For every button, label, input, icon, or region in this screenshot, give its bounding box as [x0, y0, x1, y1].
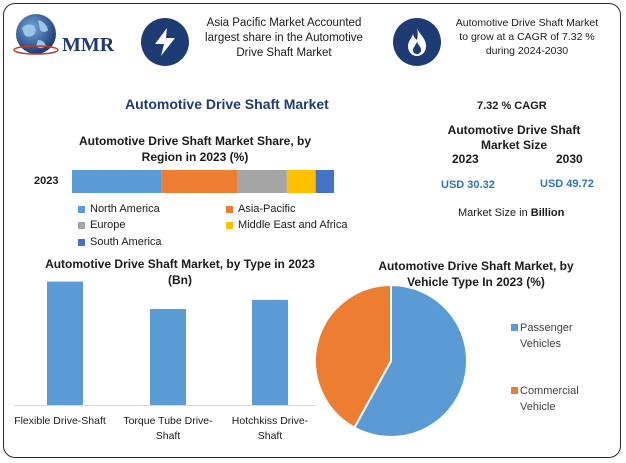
region-segment-europe: [237, 170, 287, 193]
pie-legend-item-passenger-vehicles: Passenger Vehicles: [511, 320, 601, 352]
legend-label: Commercial Vehicle: [520, 385, 579, 413]
x-tick-label-flexible-drive-shaft: Flexible Drive-Shaft: [14, 415, 106, 427]
legend-label: North America: [90, 203, 160, 215]
legend-swatch: [78, 238, 85, 246]
legend-swatch: [78, 205, 85, 213]
x-tick-label-hotchkiss-drive-shaft: Hotchkiss Drive-Shaft: [231, 415, 309, 442]
bar-hotchkiss-drive-shaft: [252, 299, 288, 405]
pie-slice-passenger-vehicles: [353, 285, 468, 438]
legend-label: South America: [90, 236, 162, 248]
legend-label: Asia-Pacific: [238, 203, 296, 215]
market-size-note: Market Size in Billion: [458, 207, 564, 219]
legend-item-middle-east-and-africa: Middle East and Africa: [226, 219, 347, 231]
cagr-label: 7.32 % CAGR: [477, 100, 547, 112]
legend-item-south-america: South America: [78, 236, 162, 248]
region-year-label: 2023: [34, 175, 59, 187]
region-segment-asia-pacific: [161, 170, 238, 193]
type-bar-chart: [14, 281, 316, 406]
region-segment-middle-east-and-africa: [286, 170, 316, 193]
pie-slice-commercial-vehicle: [314, 285, 392, 429]
legend-label: Middle East and Africa: [238, 219, 348, 231]
globe-icon: [13, 14, 59, 55]
region-segment-north-america: [72, 170, 162, 193]
region-stacked-bar: [72, 170, 334, 193]
pie-legend-item-commercial-vehicle: Commercial Vehicle: [511, 383, 601, 415]
value-2023: USD 30.32: [441, 179, 495, 191]
mmr-logo: MMR: [12, 10, 130, 58]
legend-swatch: [511, 387, 518, 394]
bar-torque-tube-drive-shaft: [150, 309, 186, 405]
market-size-title: Automotive Drive Shaft Market Size: [447, 123, 581, 152]
legend-swatch: [78, 221, 85, 229]
legend-swatch: [226, 205, 233, 213]
region-chart-title: Automotive Drive Shaft Market Share, by …: [78, 134, 312, 164]
year-2023: 2023: [452, 152, 479, 166]
legend-item-europe: Europe: [78, 219, 125, 231]
legend-item-asia-pacific: Asia-Pacific: [226, 203, 295, 215]
infographic-frame: [3, 3, 621, 458]
type-chart-title: Automotive Drive Shaft Market, by Type i…: [45, 257, 315, 287]
flame-icon: [393, 18, 441, 66]
logo-text: MMR: [62, 34, 115, 56]
region-segment-south-america: [315, 170, 334, 193]
legend-item-north-america: North America: [78, 203, 160, 215]
legend-swatch: [226, 221, 233, 229]
vehicle-chart-title: Automotive Drive Shaft Market, by Vehicl…: [378, 259, 574, 289]
legend-label: Europe: [90, 219, 126, 231]
callout-apac: Asia Pacific Market Accounted largest sh…: [205, 17, 363, 59]
bar-flexible-drive-shaft: [47, 281, 83, 405]
legend-label: Passenger Vehicles: [520, 322, 573, 350]
vehicle-pie-chart: [314, 285, 468, 438]
year-2030: 2030: [556, 152, 583, 166]
x-tick-label-torque-tube-drive-shaft: Torque Tube Drive-Shaft: [123, 415, 213, 442]
note-prefix: Market Size in: [458, 207, 531, 219]
value-2030: USD 49.72: [540, 178, 594, 190]
lightning-icon: [141, 18, 189, 66]
main-title: Automotive Drive Shaft Market: [125, 96, 329, 112]
legend-swatch: [511, 324, 518, 331]
note-unit: Billion: [530, 207, 565, 219]
callout-cagr: Automotive Drive Shaft Market to grow at…: [455, 17, 599, 57]
